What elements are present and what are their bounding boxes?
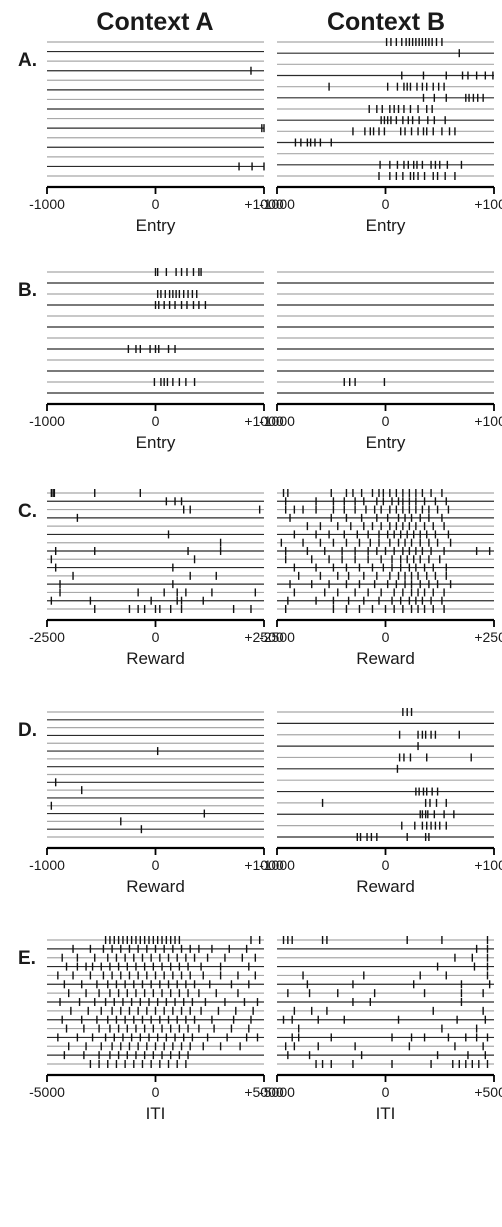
x-tick-label: +1000 (244, 413, 284, 429)
panel-label: E. (18, 948, 36, 969)
x-tick-label: -2500 (29, 629, 65, 645)
x-axis-label: Entry (136, 433, 176, 452)
panel-2: C. -2500 0 +2500 Reward -2500 0 +2500 Reward (18, 489, 502, 668)
panel-4: E. -5000 0 +5000 ITI -5000 0 +5000 ITI (18, 936, 502, 1123)
x-tick-label: 0 (382, 1084, 390, 1100)
panel-label: A. (18, 50, 37, 71)
x-tick-label: +1000 (244, 196, 284, 212)
x-axis-label: ITI (146, 1104, 166, 1123)
panel-3: D. -1000 0 +1000 Reward -1000 0 +1000 Reward (18, 708, 502, 896)
x-tick-label: +5000 (474, 1084, 502, 1100)
x-tick-label: 0 (152, 196, 160, 212)
panel-label: D. (18, 720, 37, 741)
x-tick-label: +1000 (244, 857, 284, 873)
x-tick-label: -1000 (29, 857, 65, 873)
x-tick-label: +1000 (474, 413, 502, 429)
x-tick-label: -5000 (29, 1084, 65, 1100)
column-title-context-a: Context A (96, 8, 213, 36)
panel-0: A. -1000 0 +1000 Entry -1000 0 +1000 Entry (18, 38, 502, 235)
x-axis-label: Reward (356, 877, 415, 896)
x-tick-label: +2500 (244, 629, 284, 645)
x-tick-label: -1000 (29, 413, 65, 429)
x-tick-label: 0 (382, 413, 390, 429)
x-tick-label: 0 (152, 413, 160, 429)
raster-panels: A. -1000 0 +1000 Entry -1000 0 +1000 Entry B. -100… (18, 38, 502, 1123)
x-tick-label: 0 (382, 196, 390, 212)
column-title-context-b: Context B (327, 8, 445, 36)
x-axis-label: Reward (356, 649, 415, 668)
x-axis-label: ITI (376, 1104, 396, 1123)
x-axis-label: Reward (126, 877, 185, 896)
x-tick-label: 0 (382, 857, 390, 873)
x-axis-label: Entry (136, 216, 176, 235)
x-tick-label: +1000 (474, 857, 502, 873)
x-axis-label: Entry (366, 216, 406, 235)
x-tick-label: -2500 (259, 629, 295, 645)
x-tick-label: -1000 (259, 857, 295, 873)
x-tick-label: -1000 (259, 196, 295, 212)
x-axis-label: Entry (366, 433, 406, 452)
panel-label: C. (18, 501, 37, 522)
x-tick-label: 0 (152, 1084, 160, 1100)
panel-label: B. (18, 280, 37, 301)
x-tick-label: 0 (382, 629, 390, 645)
x-tick-label: -5000 (259, 1084, 295, 1100)
x-tick-label: +2500 (474, 629, 502, 645)
panel-1: B. -1000 0 +1000 Entry -1000 0 +1000 Entry (18, 268, 502, 452)
x-tick-label: +1000 (474, 196, 502, 212)
x-tick-label: -1000 (259, 413, 295, 429)
x-tick-label: +5000 (244, 1084, 284, 1100)
x-tick-label: 0 (152, 857, 160, 873)
x-axis-label: Reward (126, 649, 185, 668)
x-tick-label: -1000 (29, 196, 65, 212)
x-tick-label: 0 (152, 629, 160, 645)
